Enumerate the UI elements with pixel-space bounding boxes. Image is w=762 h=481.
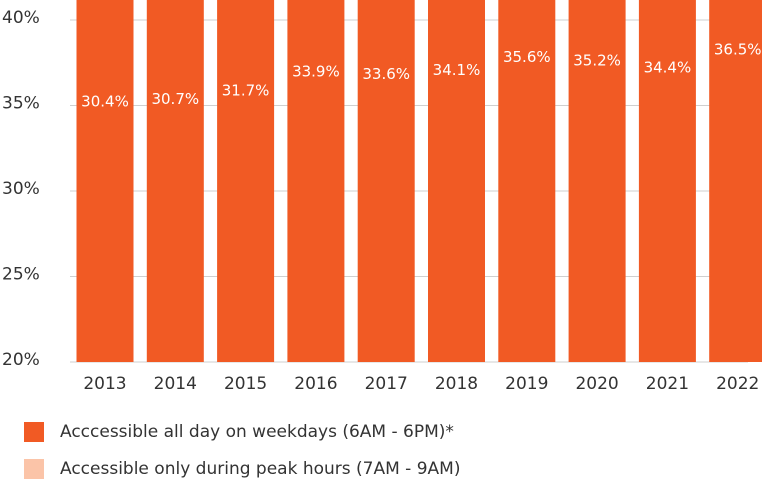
bar-segment — [498, 0, 556, 363]
legend-label: Acccessible all day on weekdays (6AM - 6… — [60, 422, 454, 442]
data-label: 34.1% — [433, 61, 481, 79]
x-tick-label: 2019 — [505, 374, 548, 394]
legend-swatch — [24, 422, 44, 442]
x-tick-label: 2016 — [294, 374, 337, 394]
bar-segment — [217, 0, 275, 362]
x-tick-label: 2017 — [365, 374, 408, 394]
x-tick-label: 2018 — [435, 374, 478, 394]
bar-segment — [357, 0, 415, 362]
legend-swatch — [24, 459, 44, 479]
bar-segment — [638, 0, 696, 362]
bar-segment — [709, 0, 762, 363]
y-tick-label: 40% — [2, 8, 40, 28]
data-label: 35.6% — [503, 48, 551, 66]
y-tick-label: 35% — [2, 94, 40, 114]
x-tick-label: 2014 — [154, 374, 197, 394]
x-tick-label: 2021 — [646, 374, 689, 394]
data-label: 36.5% — [714, 40, 762, 58]
x-tick-label: 2013 — [83, 374, 126, 394]
bar-segment — [76, 0, 134, 363]
bar-segment — [428, 0, 485, 362]
x-tick-label: 2020 — [575, 374, 618, 394]
bar-segment — [146, 0, 204, 362]
x-tick-label: 2022 — [716, 374, 759, 394]
legend-label: Accessible only during peak hours (7AM -… — [60, 459, 460, 479]
x-tick-label: 2015 — [224, 374, 267, 394]
bar-segment — [287, 0, 345, 362]
y-tick-label: 30% — [2, 179, 40, 199]
y-tick-label: 20% — [2, 350, 40, 370]
data-label: 30.7% — [151, 90, 199, 108]
data-label: 35.2% — [573, 52, 621, 70]
data-label: 33.6% — [362, 65, 410, 83]
y-tick-label: 25% — [2, 265, 40, 285]
data-label: 33.9% — [292, 63, 340, 81]
data-label: 34.4% — [644, 58, 692, 76]
data-label: 31.7% — [222, 81, 270, 99]
data-label: 30.4% — [81, 93, 129, 111]
bar-segment — [568, 0, 626, 362]
